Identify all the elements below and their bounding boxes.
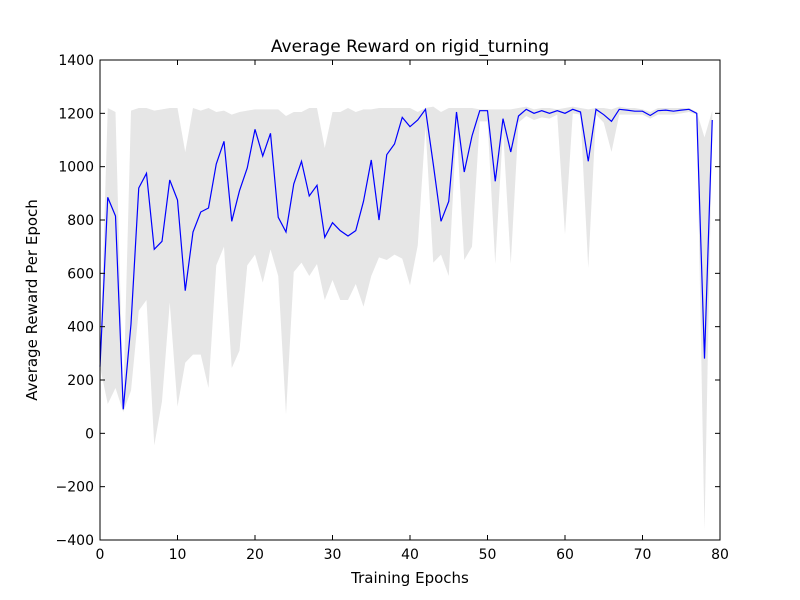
std-band (100, 106, 713, 531)
std-band-layer (100, 106, 713, 531)
y-tick-label: 600 (67, 266, 94, 282)
x-tick-label: 0 (96, 547, 105, 563)
y-tick-label: 800 (67, 213, 94, 229)
y-tick-label: −400 (56, 533, 94, 549)
x-tick-label: 70 (634, 547, 652, 563)
y-tick-label: 0 (85, 426, 94, 442)
mean-reward-line (99, 107, 713, 410)
y-axis-label: Average Reward Per Epoch (23, 199, 41, 401)
x-tick-label: 40 (401, 547, 419, 563)
y-tick-label: 200 (67, 373, 94, 389)
tick-layer: 0 10 20 30 40 50 60 70 80 −400 −200 0 200 400 600 800 10… (56, 53, 729, 563)
x-tick-label: 10 (169, 547, 187, 563)
x-axis-label: Training Epochs (350, 569, 469, 587)
x-tick-label: 60 (556, 547, 574, 563)
x-tick-label: 50 (479, 547, 497, 563)
y-tick-label: 1200 (58, 106, 94, 122)
mean-line-layer (99, 107, 713, 410)
y-tick-label: 400 (67, 320, 94, 336)
x-tick-label: 30 (324, 547, 342, 563)
chart-title: Average Reward on rigid_turning (271, 37, 549, 57)
y-tick-label: 1400 (58, 53, 94, 69)
y-tick-label: −200 (56, 480, 94, 496)
y-tick-label: 1000 (58, 160, 94, 176)
x-tick-label: 80 (711, 547, 729, 563)
x-tick-label: 20 (246, 547, 264, 563)
